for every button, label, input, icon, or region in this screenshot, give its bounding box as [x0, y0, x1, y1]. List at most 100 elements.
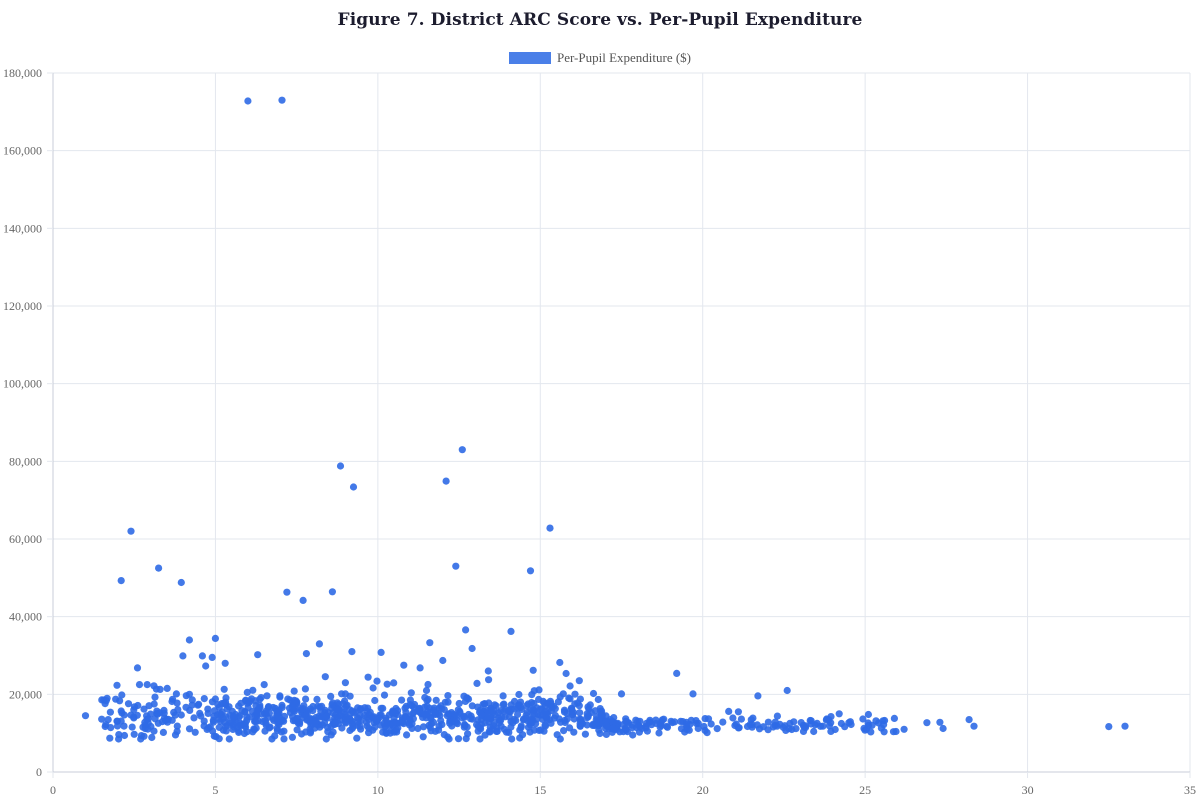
data-point [557, 718, 565, 726]
data-point [456, 707, 464, 716]
data-point [280, 712, 289, 721]
data-point [98, 715, 106, 723]
axes [52, 73, 1190, 773]
data-point [300, 702, 308, 710]
data-point [563, 715, 571, 723]
data-point [148, 733, 156, 742]
data-point [211, 634, 219, 643]
data-point [163, 684, 171, 693]
data-point [426, 639, 434, 647]
data-point [509, 719, 517, 727]
data-point [202, 662, 210, 670]
data-point [311, 719, 319, 727]
data-point [348, 648, 356, 656]
data-point [233, 723, 241, 731]
data-point [293, 726, 301, 734]
data-point [209, 718, 218, 726]
data-point [312, 713, 320, 722]
data-point [397, 718, 405, 726]
data-point [892, 727, 900, 736]
data-point [439, 656, 447, 665]
data-point [156, 685, 164, 694]
y-tick-label: 80,000 [9, 454, 42, 468]
data-point [583, 721, 591, 729]
data-point [215, 735, 223, 743]
data-point [583, 710, 591, 718]
data-point [257, 694, 265, 702]
data-point [477, 710, 485, 719]
data-point [168, 716, 176, 724]
data-point [301, 685, 309, 693]
data-point [251, 697, 260, 705]
data-point [673, 669, 681, 678]
data-point [438, 721, 446, 729]
data-point [195, 700, 203, 708]
data-point [158, 718, 166, 726]
data-point [859, 715, 867, 723]
data-point [102, 697, 110, 705]
data-point [431, 710, 439, 718]
data-point [616, 728, 624, 736]
data-point [246, 713, 254, 721]
data-point [306, 725, 314, 733]
x-tick-label: 15 [534, 783, 546, 797]
data-point [461, 697, 469, 706]
data-point [606, 716, 614, 724]
data-point [348, 724, 356, 733]
data-point [250, 725, 258, 733]
data-point [403, 731, 411, 739]
data-point [251, 717, 259, 726]
data-point [130, 730, 138, 738]
data-point [423, 702, 431, 710]
data-point [288, 733, 296, 741]
data-point [677, 717, 685, 726]
data-point [527, 699, 536, 707]
data-point [244, 704, 252, 712]
data-point [468, 715, 476, 723]
data-point [423, 697, 431, 705]
data-point [338, 724, 346, 732]
data-point [936, 718, 944, 726]
data-point [783, 686, 791, 695]
data-point [484, 667, 492, 675]
data-point [329, 699, 337, 707]
data-point [120, 731, 129, 740]
data-point [806, 716, 814, 725]
data-point [135, 681, 144, 689]
data-point [262, 707, 270, 715]
data-point [464, 730, 472, 738]
data-point [200, 717, 208, 725]
data-point [371, 696, 379, 705]
data-point [336, 462, 345, 470]
data-point [491, 701, 499, 709]
y-tick-label: 180,000 [3, 66, 42, 80]
data-point [389, 720, 397, 728]
data-point [589, 720, 597, 728]
data-point [550, 714, 559, 722]
data-point [390, 679, 398, 687]
data-point [249, 686, 257, 694]
data-point [528, 719, 536, 727]
data-point [694, 724, 702, 733]
data-point [562, 669, 570, 678]
data-point [299, 596, 307, 605]
data-point [124, 700, 133, 708]
data-point [526, 567, 535, 575]
data-point [782, 726, 790, 735]
data-point [822, 716, 831, 724]
data-point [786, 719, 794, 728]
data-point [191, 728, 199, 736]
data-point [151, 715, 159, 723]
data-point [251, 711, 259, 719]
data-point [657, 718, 665, 726]
data-point [315, 640, 323, 648]
data-point [565, 694, 573, 702]
data-point [1105, 723, 1113, 731]
data-point [835, 710, 843, 718]
data-point [204, 705, 212, 713]
data-point [526, 728, 534, 736]
data-point [497, 716, 505, 725]
data-point [622, 725, 630, 733]
grid-lines [53, 72, 1191, 772]
data-point [877, 724, 886, 732]
